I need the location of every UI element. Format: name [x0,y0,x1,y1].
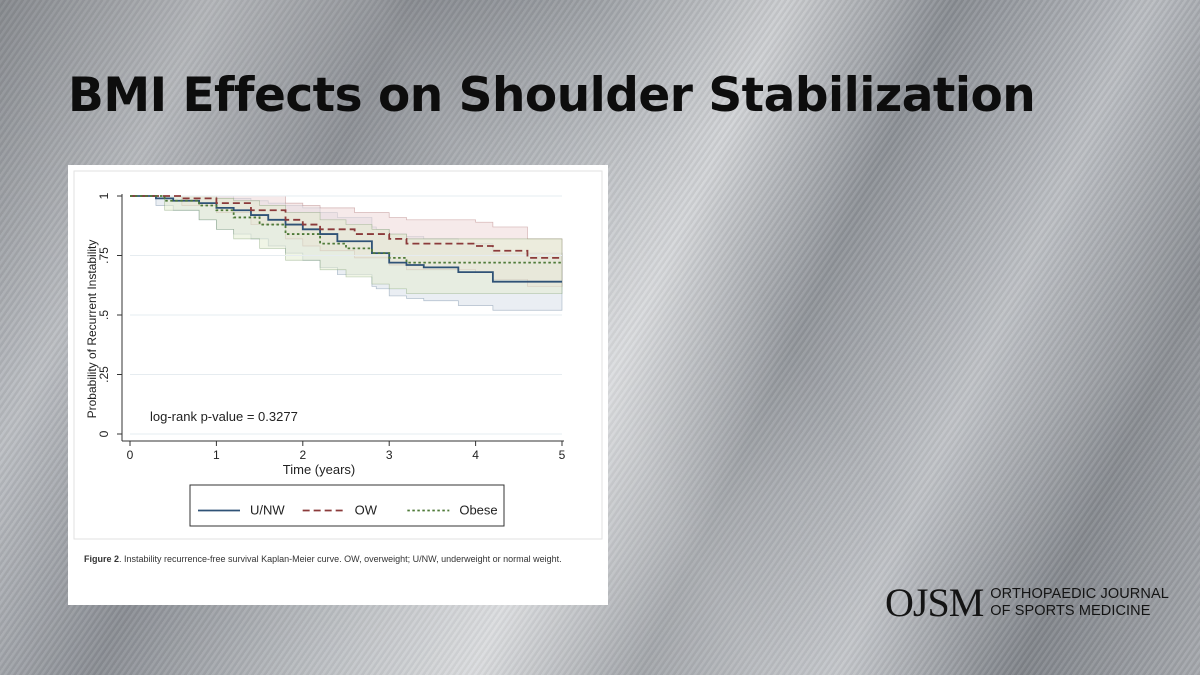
caption-text: . Instability recurrence-free survival K… [119,554,562,564]
survival-curve-ow [130,195,562,259]
y-tick-label: 0 [97,430,111,437]
y-tick-label: 1 [97,192,111,199]
y-tick-label: .25 [97,366,111,383]
x-tick-label: 0 [127,448,134,462]
ci-bands [130,195,563,311]
y-tick-label: .75 [97,247,111,264]
y-axis-title: Probability of Recurrent Instability [85,240,99,419]
legend-label-ow: OW [355,503,378,518]
survival-curve-obese [130,195,562,264]
slide-title: BMI Effects on Shoulder Stabilization [68,68,1036,123]
x-axis-title: Time (years) [283,462,355,477]
logo-wordmark: ORTHOPAEDIC JOURNAL OF SPORTS MEDICINE [990,586,1169,620]
x-tick-label: 2 [299,448,306,462]
x-tick-label: 5 [559,448,566,462]
caption-label: Figure 2 [84,554,120,564]
legend-box [189,484,505,527]
axes: 0 1 2 3 4 5 0 .25 .5 .75 1 [97,192,566,462]
figure-card: 0 1 2 3 4 5 0 .25 .5 .75 1 log-rank p-value = 0.32… [68,165,608,605]
x-tick-label: 3 [386,448,393,462]
grid-lines [130,195,562,435]
legend-label-u-nw: U/NW [250,503,285,518]
x-tick-label: 1 [213,448,220,462]
km-chart: 0 1 2 3 4 5 0 .25 .5 .75 1 log-rank p-value = 0.32… [73,170,603,540]
ci-band-obese [130,195,563,294]
legend-label-obese: Obese [459,503,497,518]
x-tick-label: 4 [472,448,479,462]
ojsm-logo: OJSM ORTHOPAEDIC JOURNAL OF SPORTS MEDIC… [885,579,1169,627]
logo-line-1: ORTHOPAEDIC JOURNAL [990,586,1169,602]
y-tick-label: .5 [97,310,111,320]
chart-legend: U/NW OW Obese [189,484,505,527]
chart-frame [73,170,603,540]
figure-caption: Figure 2. Instability recurrence-free su… [84,551,589,567]
log-rank-annotation: log-rank p-value = 0.3277 [150,409,298,424]
logo-mark: OJSM [885,580,984,625]
survival-curves [130,195,562,283]
logo-line-2: OF SPORTS MEDICINE [990,603,1151,619]
